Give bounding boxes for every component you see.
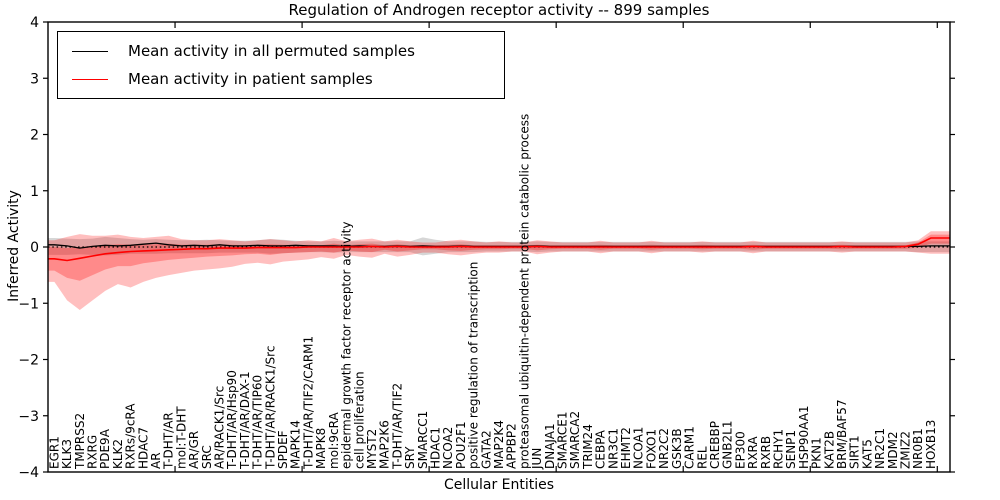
entity-label: KAT2B [822, 431, 836, 469]
legend-item-patient: Mean activity in patient samples [58, 65, 504, 93]
y-tick-label: 0 [30, 240, 39, 256]
entity-label: CARM1 [683, 426, 697, 469]
entity-label: PKN1 [810, 437, 824, 469]
y-tick-label: −3 [18, 409, 39, 425]
y-tick-label: 3 [30, 71, 39, 87]
y-tick-label: 1 [30, 184, 39, 200]
legend-label: Mean activity in all permuted samples [128, 42, 415, 60]
entity-label: HOXB13 [924, 420, 938, 469]
entity-label: AR/RACK1/Src [213, 386, 227, 469]
entity-label: AR [149, 452, 163, 469]
entity-label: RCHY1 [772, 429, 786, 469]
entity-label: SMARCC1 [416, 411, 430, 469]
entity-label: cell proliferation [352, 371, 366, 469]
chart-title: Regulation of Androgen receptor activity… [288, 1, 710, 19]
entity-label: MAP2K4 [492, 420, 506, 469]
entity-label: GNB2L1 [721, 421, 735, 469]
entity-label: T-DHT/AR/TIF2 [390, 383, 404, 470]
entity-label: EGR1 [47, 436, 61, 469]
entity-label: NR2C2 [657, 428, 671, 469]
entity-label: T-DHT/AR/DAX-1 [238, 371, 252, 470]
entity-label: SENP1 [784, 430, 798, 469]
entity-label: mol:9cRA [327, 412, 341, 469]
entity-label: POU2F1 [454, 421, 468, 469]
legend-line-sample-black [72, 50, 108, 52]
entity-label: HSP90AA1 [797, 405, 811, 469]
entity-label: RXRA [746, 436, 760, 469]
y-axis-label: Inferred Activity [6, 190, 22, 302]
entity-label: FOXO1 [645, 429, 659, 469]
entity-label: KAT5 [860, 439, 874, 469]
entity-label: SPDEF [276, 430, 290, 469]
entity-label: KLK3 [60, 439, 74, 469]
y-tick-label: −4 [18, 465, 39, 481]
legend-line-sample-red [72, 78, 108, 80]
entity-label: SMARCA2 [568, 411, 582, 469]
entity-label: NR0B1 [911, 428, 925, 469]
entity-label: mol:T-DHT [174, 406, 188, 469]
x-axis-label: Cellular Entities [443, 477, 555, 493]
entity-label: RXRB [759, 436, 773, 469]
entity-label: JUN [530, 448, 544, 470]
entity-label: HDAC7 [136, 427, 150, 469]
entity-label: NR2C1 [873, 428, 887, 469]
legend-label: Mean activity in patient samples [128, 70, 373, 88]
entity-label: DNAJA1 [543, 423, 557, 469]
entity-label: CREBBP [708, 421, 722, 469]
entity-label: TMPRSS2 [73, 413, 87, 470]
series-line-1 [48, 237, 950, 262]
entity-label: NCOA1 [632, 427, 646, 469]
y-tick-label: −1 [18, 296, 39, 312]
entity-label: SMARCE1 [556, 411, 570, 469]
entity-label: RXRG [86, 435, 100, 469]
entity-label: MAPK14 [289, 420, 303, 469]
entity-label: PDE9A [98, 428, 112, 469]
entity-label: REL [695, 446, 709, 469]
entity-label: ZMIZ2 [899, 431, 913, 469]
entity-label: EP300 [733, 431, 747, 469]
legend-item-permuted: Mean activity in all permuted samples [58, 37, 504, 65]
entity-label: T-DHT/AR/RACK1/Src [263, 346, 277, 470]
entity-label: GATA2 [479, 430, 493, 469]
legend: Mean activity in all permuted samples Me… [57, 31, 505, 99]
entity-label: proteasomal ubiquitin-dependent protein … [517, 114, 531, 469]
entity-label: T-DHT/AR/TIF2/CARM1 [301, 336, 315, 470]
entity-label: HDAC1 [429, 427, 443, 469]
entity-label: CEBPA [594, 429, 608, 469]
entity-label: SIRT1 [848, 435, 862, 469]
entity-label: SRC [200, 445, 214, 469]
entity-label: T-DHT/AR/TIP60 [251, 375, 265, 470]
entity-label: MAP2K6 [378, 420, 392, 469]
entity-label: MAPK8 [314, 428, 328, 469]
entity-label: epidermal growth factor receptor activit… [340, 222, 354, 469]
entity-label: EHMT2 [619, 427, 633, 469]
entity-label: T-DHT/AR [162, 412, 176, 470]
entity-label: KLK2 [111, 439, 125, 469]
entity-label: BRM/BAF57 [835, 399, 849, 469]
entity-label: NR3C1 [606, 428, 620, 469]
y-tick-label: 4 [30, 15, 39, 31]
band-1 [48, 231, 950, 310]
entity-label: MDM2 [886, 431, 900, 469]
entity-label: NCOA2 [441, 427, 455, 469]
entity-label: TRIM24 [581, 424, 595, 470]
entity-label: RXRs/9cRA [124, 403, 138, 469]
entity-label: MYST2 [365, 429, 379, 469]
y-tick-label: 2 [30, 128, 39, 144]
entity-label: positive regulation of transcription [467, 262, 481, 469]
entity-label: APPBP2 [505, 423, 519, 469]
entity-label: T-DHT/AR/Hsp90 [225, 370, 239, 470]
entity-label: AR/GR [187, 431, 201, 469]
y-tick-label: −2 [18, 353, 39, 369]
entity-label: GSK3B [670, 428, 684, 469]
entity-label: SRY [403, 446, 417, 469]
